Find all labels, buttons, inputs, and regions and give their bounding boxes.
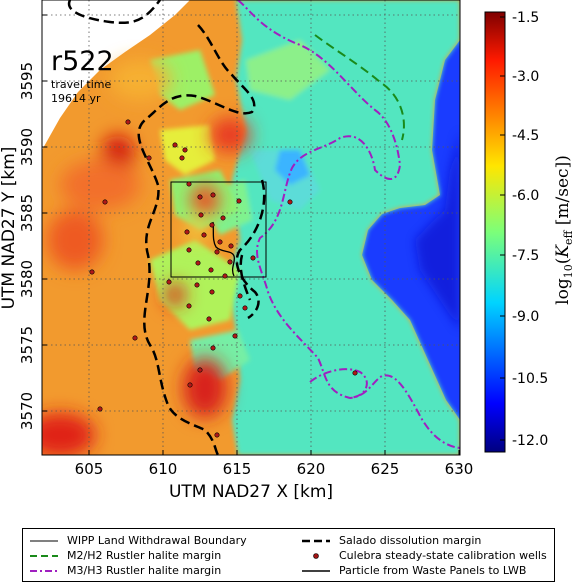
- legend-item-salado: Salado dissolution margin: [301, 534, 481, 547]
- y-tick-label: 3585: [18, 194, 36, 232]
- grid-lines: [42, 0, 460, 455]
- x-tick-label: 620: [297, 460, 326, 478]
- colorbar-label-log: log: [553, 278, 573, 305]
- low-conductivity-region: [362, 40, 460, 420]
- y-tick-label: 3580: [18, 260, 36, 298]
- travel-time-label: travel time: [51, 78, 111, 91]
- x-tick-label: 615: [223, 460, 252, 478]
- y-tick-label: 3595: [18, 62, 36, 100]
- x-axis-label: UTM NAD27 X [km]: [169, 482, 333, 502]
- legend-label: Salado dissolution margin: [339, 534, 482, 547]
- y-tick-label: 3570: [18, 392, 36, 430]
- x-ticks: [88, 450, 460, 455]
- y-axis-label: UTM NAD27 Y [km]: [0, 147, 19, 310]
- legend-item-particle: Particle from Waste Panels to LWB: [301, 564, 526, 577]
- plot-frame: [41, 0, 461, 456]
- legend-item-lwb: WIPP Land Withdrawal Boundary: [29, 534, 247, 547]
- colorbar-label-k: K: [553, 244, 573, 259]
- colorbar-ticks: [500, 16, 505, 441]
- no-data-region: [42, 0, 190, 150]
- colorbar-tick-labels: -1.5 -3.0 -4.5 -6.0 -7.5 -9.0 -10.5 -12.…: [512, 10, 548, 449]
- calibration-wells: [89, 119, 358, 438]
- salado-dissolution-margin: [137, 24, 256, 455]
- colorbar-label-sub: 10: [562, 264, 575, 278]
- colorbar-tick-label: -12.0: [512, 433, 548, 449]
- colorbar-label: log10(Keff [m/sec]): [553, 155, 575, 305]
- x-tick-label: 610: [149, 460, 178, 478]
- salado-dissolution-margin: [67, 0, 161, 24]
- colorbar-tick-label: -9.0: [512, 309, 539, 325]
- thin-line-icon: [29, 535, 59, 547]
- wipp-land-withdrawal-boundary: [170, 181, 267, 278]
- legend-label: Particle from Waste Panels to LWB: [339, 564, 527, 577]
- colorbar-tick-label: -3.0: [512, 69, 539, 85]
- colorbar: [484, 11, 506, 453]
- y-tick-labels: 3570 3575 3580 3585 3590 3595: [18, 62, 36, 430]
- x-tick-label: 605: [75, 460, 104, 478]
- m3h3-halite-margin: [237, 0, 460, 449]
- legend: WIPP Land Withdrawal Boundary Salado dis…: [22, 528, 555, 582]
- colorbar-tick-label: -1.5: [512, 10, 539, 26]
- colorbar-tick-label: -6.0: [512, 188, 539, 204]
- particle-path: [212, 221, 236, 277]
- salado-dissolution-margin: [235, 179, 266, 320]
- x-tick-label: 630: [445, 460, 474, 478]
- green-dashed-line-icon: [29, 550, 59, 562]
- legend-label: WIPP Land Withdrawal Boundary: [67, 534, 247, 547]
- legend-label: M2/H2 Rustler halite margin: [67, 549, 222, 562]
- legend-label: Culebra steady-state calibration wells: [339, 549, 547, 562]
- legend-label: M3/H3 Rustler halite margin: [67, 564, 222, 577]
- solid-line-icon: [301, 565, 331, 577]
- purple-dash-dot-line-icon: [29, 565, 59, 577]
- m2h2-halite-margin: [314, 34, 405, 141]
- x-tick-labels: 605 610 615 620 625 630: [75, 460, 474, 478]
- dashed-line-icon: [301, 535, 331, 547]
- travel-time-value: 19614 yr: [51, 92, 101, 105]
- legend-item-wells: Culebra steady-state calibration wells: [301, 549, 547, 562]
- legend-item-m3h3: M3/H3 Rustler halite margin: [29, 564, 221, 577]
- colorbar-label-unit: [m/sec]: [553, 162, 573, 225]
- colorbar-tick-label: -7.5: [512, 248, 539, 264]
- x-tick-label: 625: [371, 460, 400, 478]
- y-ticks: [42, 14, 47, 412]
- colorbar-tick-label: -10.5: [512, 371, 548, 387]
- colorbar-tick-label: -4.5: [512, 128, 539, 144]
- colorbar-label-eff: eff: [562, 229, 575, 245]
- y-tick-label: 3590: [18, 128, 36, 166]
- run-label: r522: [51, 46, 114, 77]
- svg-text:log10(Keff [m/sec]): log10(Keff [m/sec]): [553, 155, 575, 305]
- m3h3-halite-margin-lobe: [309, 368, 368, 399]
- y-tick-label: 3575: [18, 326, 36, 364]
- legend-item-m2h2: M2/H2 Rustler halite margin: [29, 549, 221, 562]
- well-dot-icon: [301, 550, 331, 562]
